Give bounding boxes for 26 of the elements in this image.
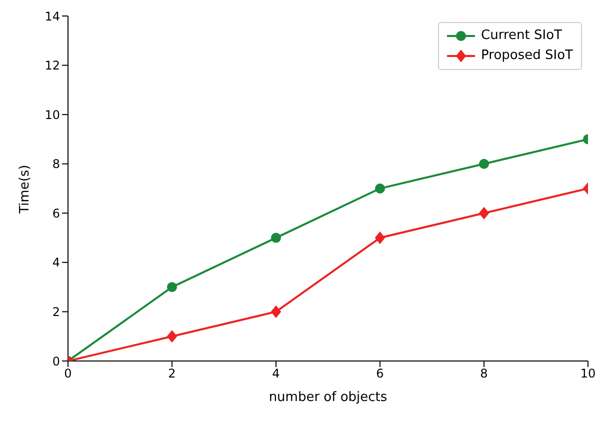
x-tick-label: 6 (376, 366, 384, 381)
point (375, 232, 385, 244)
x-axis-title: number of objects (268, 390, 388, 405)
y-tick-label: 2 (52, 304, 60, 319)
y-tick-label: 10 (44, 108, 60, 122)
y-tick-label: 14 (44, 9, 60, 24)
y-tick-label: 0 (52, 354, 60, 368)
point (271, 232, 281, 243)
point (167, 330, 177, 342)
point (479, 158, 489, 169)
legend-label: Proposed SIoT (481, 47, 573, 65)
y-axis-title: Time(s) (18, 164, 33, 214)
x-tick-label: 4 (272, 366, 280, 381)
point (271, 306, 281, 318)
y-tick-label: 6 (52, 206, 60, 220)
y-tick-label: 12 (44, 58, 60, 73)
point (375, 184, 385, 194)
x-tick-label: 10 (580, 366, 596, 381)
point (479, 207, 489, 220)
x-tick-label: 8 (480, 366, 488, 381)
y-tick-label: 8 (52, 157, 60, 172)
legend-label: Current SIoT (481, 27, 562, 45)
y-tick-label: 4 (52, 256, 60, 270)
x-tick-label: 2 (168, 366, 176, 381)
x-tick-label: 0 (64, 366, 72, 381)
point (167, 282, 177, 292)
